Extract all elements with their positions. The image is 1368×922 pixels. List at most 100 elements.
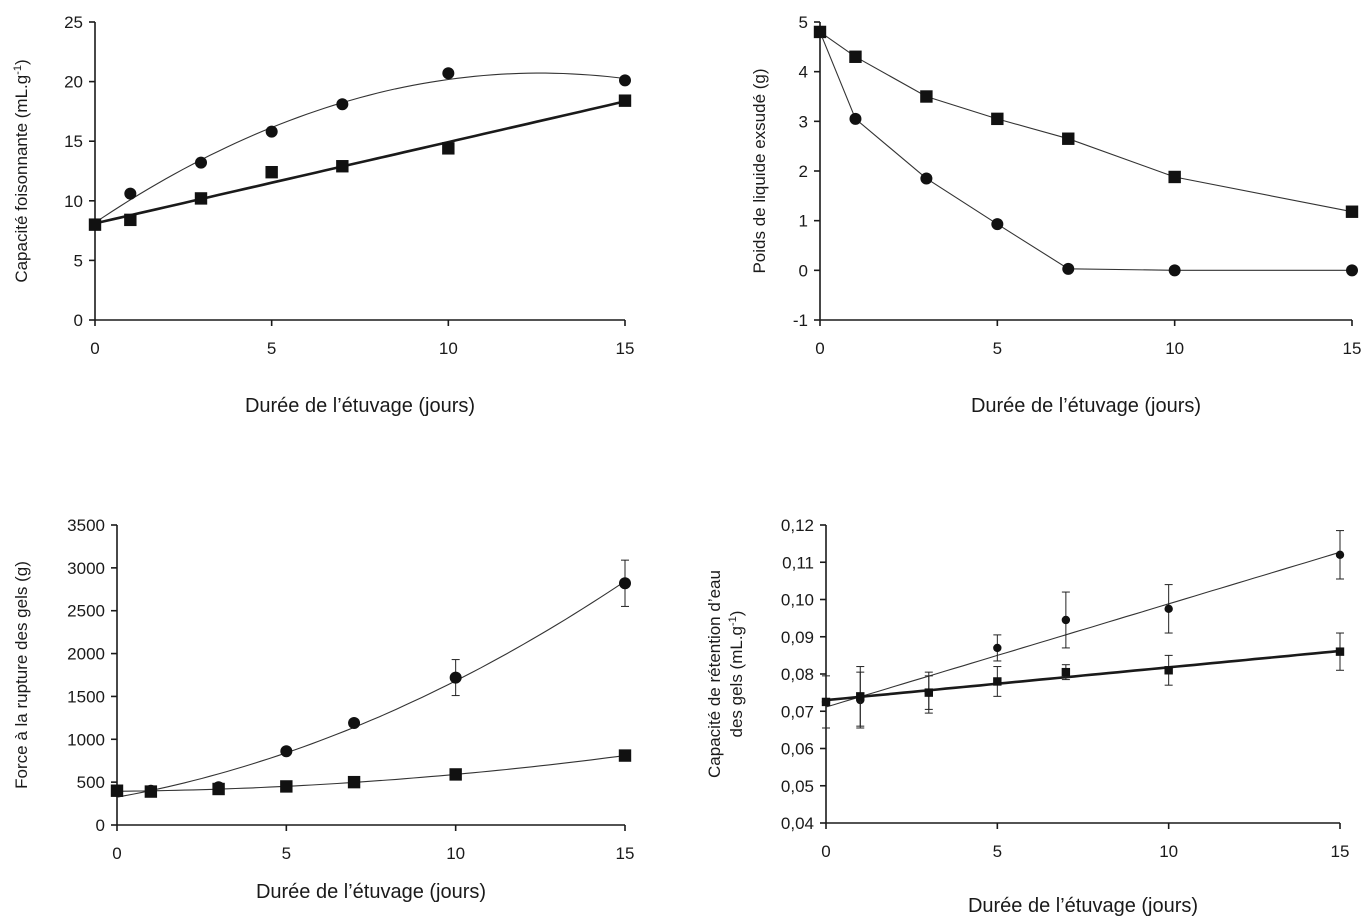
x-tick-label: 10 xyxy=(446,844,465,863)
series-line xyxy=(819,31,1353,213)
data-point-circle xyxy=(814,25,826,38)
series-circle-2 xyxy=(814,25,1358,277)
data-point-circle xyxy=(1335,550,1345,559)
y-tick-label: 15 xyxy=(64,132,83,151)
data-point-square xyxy=(1061,667,1071,677)
x-tick-label: 10 xyxy=(1165,339,1184,358)
series-line xyxy=(94,72,626,224)
chart-panel-1: 0 5 10 15 20 25 0 5 10 15 Durée de l’étuvage (jour… xyxy=(12,13,634,417)
y-axis-label: Capacité foisonnante (mL.g-1) xyxy=(12,59,31,282)
y-axis-label: Capacité de rétention d’eau xyxy=(705,570,724,778)
data-point-circle xyxy=(265,125,278,138)
data-point-square xyxy=(856,692,865,701)
data-point-circle xyxy=(449,671,462,684)
y-tick-label: 20 xyxy=(64,73,83,92)
y-axis-label: Poids de liquide exsudé (g) xyxy=(750,68,769,273)
y-tick-label: 3 xyxy=(799,112,808,131)
y-tick-label: 4 xyxy=(799,63,808,82)
chart-panel-2: -1 0 1 2 3 4 5 0 5 10 15 Durée de l’étuvage (jours)… xyxy=(750,13,1361,417)
y-tick-label: 1500 xyxy=(67,687,105,706)
data-point-circle xyxy=(336,98,349,111)
x-tick-label: 10 xyxy=(439,339,458,358)
y-tick-label: 3500 xyxy=(67,516,105,535)
y-tick-label: 2500 xyxy=(67,602,105,621)
series-circle-1 xyxy=(111,559,631,798)
data-point-circle xyxy=(1168,264,1181,277)
chart-panel-3: 0 500 1000 1500 2000 2500 3000 3500 0 5 10 15 Durée … xyxy=(12,516,634,903)
x-axis-label: Durée de l’étuvage (jours) xyxy=(245,395,475,417)
series-line xyxy=(825,551,1341,708)
data-point-square xyxy=(265,165,278,179)
data-point-circle xyxy=(991,218,1004,231)
y-tick-label: 10 xyxy=(64,192,83,211)
data-point-circle xyxy=(619,577,631,590)
data-point-square xyxy=(1164,666,1173,675)
x-tick-label: 5 xyxy=(993,842,1002,861)
data-point-square xyxy=(124,213,137,227)
y-tick-label: 0,09 xyxy=(781,628,814,647)
y-tick-label: 1 xyxy=(799,212,808,231)
data-point-square xyxy=(88,218,102,231)
data-point-circle xyxy=(993,643,1002,653)
data-point-circle xyxy=(920,172,933,185)
y-tick-label: 0,11 xyxy=(782,553,814,572)
series-line xyxy=(819,31,1352,271)
x-tick-label: 0 xyxy=(112,844,121,863)
series-square-2 xyxy=(821,632,1345,729)
data-point-circle xyxy=(619,74,631,87)
x-tick-label: 5 xyxy=(267,339,276,358)
data-point-circle xyxy=(1346,264,1358,277)
x-tick-label: 0 xyxy=(815,339,824,358)
y-tick-label: 0,06 xyxy=(781,740,814,759)
y-axis-label: des gels (mL.g-1) xyxy=(727,611,746,738)
y-tick-label: 500 xyxy=(77,773,105,792)
data-point-circle xyxy=(1062,262,1075,275)
y-tick-label: 25 xyxy=(64,13,83,32)
data-point-square xyxy=(618,749,632,762)
x-tick-label: 15 xyxy=(616,844,635,863)
series-line xyxy=(94,100,626,225)
y-tick-label: -1 xyxy=(793,311,808,330)
data-point-square xyxy=(821,697,831,707)
x-tick-label: 0 xyxy=(90,339,99,358)
data-point-circle xyxy=(442,67,455,80)
data-point-circle xyxy=(1164,604,1173,614)
data-point-square xyxy=(920,90,933,103)
data-point-circle xyxy=(195,156,207,169)
series-square-2 xyxy=(110,749,632,798)
y-tick-label: 1000 xyxy=(67,730,105,749)
data-point-circle xyxy=(348,717,361,729)
x-tick-label: 15 xyxy=(616,339,635,358)
data-point-square xyxy=(110,784,124,797)
data-point-square xyxy=(618,94,632,107)
y-tick-label: 0 xyxy=(799,261,808,280)
data-point-square xyxy=(336,160,349,173)
x-tick-label: 0 xyxy=(821,842,830,861)
data-point-circle xyxy=(280,745,293,758)
x-axis-label: Durée de l’étuvage (jours) xyxy=(971,395,1201,417)
data-point-square xyxy=(280,780,293,793)
y-tick-label: 5 xyxy=(74,251,83,270)
data-point-square xyxy=(212,782,225,796)
data-point-square xyxy=(442,142,455,155)
data-point-square xyxy=(1062,132,1075,145)
data-point-square xyxy=(991,112,1004,126)
data-point-square xyxy=(849,50,862,63)
data-point-square xyxy=(1345,205,1359,218)
y-tick-label: 0,04 xyxy=(781,814,814,833)
y-tick-label: 0 xyxy=(96,816,105,835)
x-axis-label: Durée de l’étuvage (jours) xyxy=(256,881,486,903)
x-tick-label: 5 xyxy=(993,339,1002,358)
x-axis-label: Durée de l’étuvage (jours) xyxy=(968,895,1198,917)
data-point-square xyxy=(924,688,933,697)
data-point-square xyxy=(449,768,462,781)
data-point-square xyxy=(144,785,158,798)
series-square-2 xyxy=(88,94,632,231)
data-point-circle xyxy=(849,112,862,125)
chart-panel-4: 0,04 0,05 0,06 0,07 0,08 0,09 0,10 0,11 0,12 0 5 10… xyxy=(705,516,1349,917)
y-tick-label: 0 xyxy=(74,311,83,330)
y-tick-label: 3000 xyxy=(67,559,105,578)
y-tick-label: 0,08 xyxy=(781,665,814,684)
x-tick-label: 10 xyxy=(1159,842,1178,861)
